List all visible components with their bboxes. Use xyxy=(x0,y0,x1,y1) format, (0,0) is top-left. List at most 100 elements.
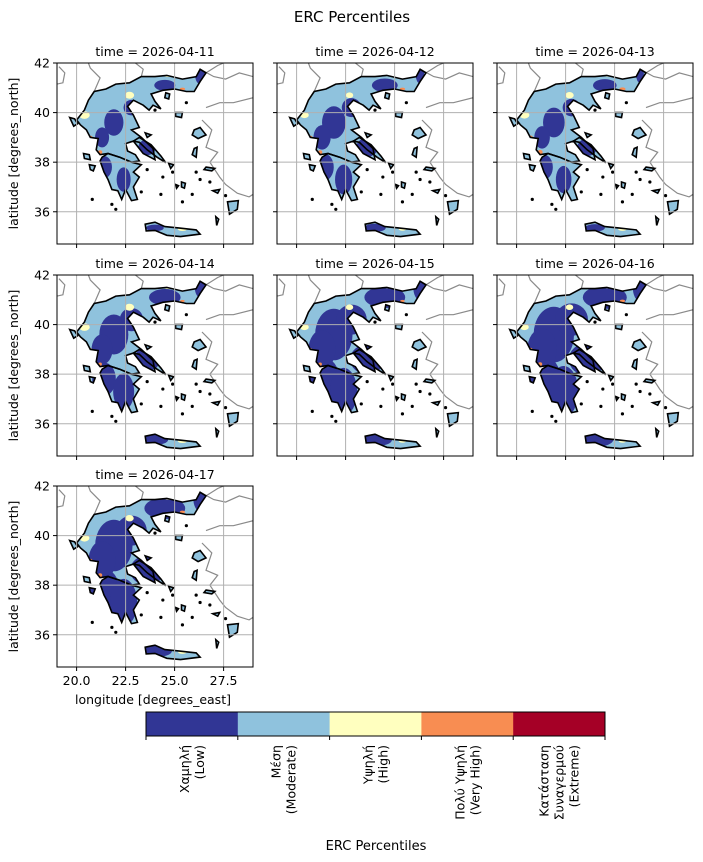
small-island xyxy=(114,630,118,634)
small-island xyxy=(599,192,603,197)
small-island xyxy=(418,389,422,394)
x-tick-label: 22.5 xyxy=(112,673,140,688)
y-axis-label: latitude [degrees_north] xyxy=(6,290,21,442)
region-high xyxy=(125,515,134,522)
panel-title: time = 2026-04-16 xyxy=(535,256,654,271)
region-very-high xyxy=(194,183,202,191)
region-high xyxy=(345,92,354,99)
small-island xyxy=(330,414,334,418)
grid xyxy=(497,275,693,456)
small-island xyxy=(373,320,377,324)
small-island xyxy=(223,617,228,621)
panel-title: time = 2026-04-14 xyxy=(95,256,214,271)
small-island xyxy=(414,170,418,174)
region-extreme xyxy=(93,356,95,358)
small-island xyxy=(145,380,149,384)
panel-title: time = 2026-04-12 xyxy=(315,44,434,59)
small-island xyxy=(611,382,615,386)
x-tick-label: 27.5 xyxy=(210,673,238,688)
small-island xyxy=(593,320,597,324)
colorbar-class-label: Πολύ Υψηλή (Very High) xyxy=(452,745,482,820)
small-island xyxy=(180,412,185,416)
small-island xyxy=(550,202,554,206)
colorbar-label: ERC Percentiles xyxy=(326,839,427,854)
region-very-high xyxy=(634,395,642,403)
region-extreme xyxy=(313,356,315,358)
small-island xyxy=(194,593,198,597)
colorbar-class-label-line: Μέση xyxy=(269,745,284,778)
region-very-high xyxy=(383,176,390,183)
small-island xyxy=(330,202,334,206)
small-island xyxy=(359,402,363,406)
small-island xyxy=(579,190,583,194)
x-tick-label: 20.0 xyxy=(63,673,91,688)
x-tick-label: 25.0 xyxy=(161,673,189,688)
colorbar-class-label: Μέση (Moderate) xyxy=(269,745,299,814)
colorbar-class-label-line: (Very High) xyxy=(467,745,482,815)
y-tick-label: 38 xyxy=(34,155,50,170)
small-island xyxy=(190,192,194,197)
y-tick-label: 38 xyxy=(34,578,50,593)
coastline xyxy=(288,68,460,238)
colorbar-class-label: Κατάσταση Συναγερμού (Extreme) xyxy=(537,745,582,820)
region-low xyxy=(113,373,135,410)
small-island xyxy=(310,197,314,201)
colorbar-class-label-line: Συναγερμού xyxy=(552,745,567,820)
small-island xyxy=(400,412,405,416)
region-very-high xyxy=(164,389,170,394)
y-tick-label: 40 xyxy=(34,105,50,120)
region-low xyxy=(535,154,553,180)
small-island xyxy=(184,101,188,105)
coastline xyxy=(68,491,240,661)
country-borders xyxy=(57,486,253,621)
small-island xyxy=(153,108,157,112)
y-tick-label: 40 xyxy=(34,528,50,543)
small-island xyxy=(410,192,414,197)
small-island xyxy=(110,414,114,418)
small-island xyxy=(114,419,118,423)
region-extreme xyxy=(611,173,614,176)
region-very-high xyxy=(195,396,202,402)
axes-frame xyxy=(496,274,694,457)
small-island xyxy=(365,168,369,172)
small-island xyxy=(400,200,405,204)
small-island xyxy=(601,387,605,391)
small-island xyxy=(391,382,395,386)
grid xyxy=(57,63,253,244)
region-low xyxy=(149,289,181,306)
region-very-high xyxy=(180,299,185,303)
small-island xyxy=(638,389,642,394)
small-island xyxy=(198,177,202,182)
colorbar-class-label: Υψηλή (High) xyxy=(361,745,391,785)
small-island xyxy=(530,409,534,413)
country-borders xyxy=(277,63,473,198)
small-island xyxy=(190,404,194,409)
axes-frame xyxy=(276,274,474,457)
small-island xyxy=(194,382,198,386)
region-very-high xyxy=(415,396,422,402)
x-axis-label: longitude [degrees_east] xyxy=(75,692,231,707)
small-island xyxy=(381,387,385,391)
small-island xyxy=(630,404,634,409)
small-island xyxy=(663,194,668,198)
region-low xyxy=(116,167,131,192)
small-island xyxy=(554,419,558,423)
y-tick-label: 38 xyxy=(34,367,50,382)
region-extreme xyxy=(93,143,95,146)
region-high xyxy=(124,91,135,99)
region-low xyxy=(138,644,172,658)
small-island xyxy=(585,380,589,384)
small-island xyxy=(550,414,554,418)
region-low xyxy=(585,224,605,232)
colorbar-class-label-line: Πολύ Υψηλή xyxy=(452,745,467,820)
region-low xyxy=(96,156,112,179)
small-island xyxy=(624,313,628,317)
small-island xyxy=(198,600,202,605)
country-borders xyxy=(57,275,253,410)
country-borders xyxy=(497,63,693,198)
y-tick-label: 36 xyxy=(34,627,50,642)
coastline xyxy=(68,68,240,238)
grid xyxy=(57,275,253,456)
small-island xyxy=(310,409,314,413)
region-extreme xyxy=(313,143,315,146)
